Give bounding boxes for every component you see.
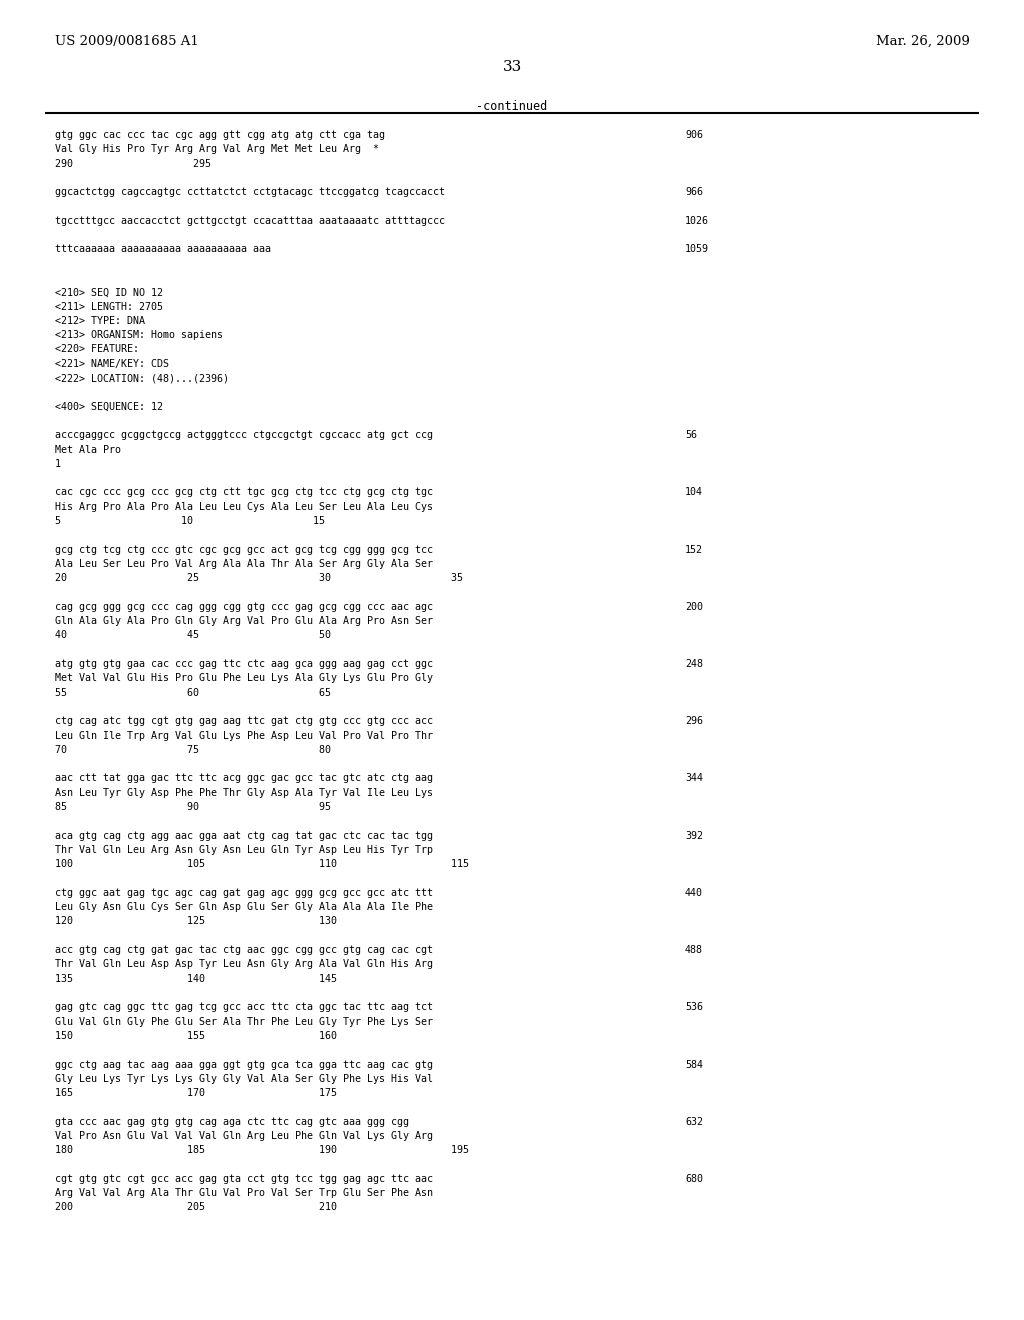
Text: gta ccc aac gag gtg gtg cag aga ctc ttc cag gtc aaa ggg cgg: gta ccc aac gag gtg gtg cag aga ctc ttc … — [55, 1117, 409, 1127]
Text: 152: 152 — [685, 545, 703, 554]
Text: Glu Val Gln Gly Phe Glu Ser Ala Thr Phe Leu Gly Tyr Phe Lys Ser: Glu Val Gln Gly Phe Glu Ser Ala Thr Phe … — [55, 1016, 433, 1027]
Text: 165                   170                   175: 165 170 175 — [55, 1088, 337, 1098]
Text: 85                    90                    95: 85 90 95 — [55, 803, 331, 812]
Text: Thr Val Gln Leu Asp Asp Tyr Leu Asn Gly Arg Ala Val Gln His Arg: Thr Val Gln Leu Asp Asp Tyr Leu Asn Gly … — [55, 960, 433, 969]
Text: tgcctttgcc aaccacctct gcttgcctgt ccacatttaa aaataaaatc attttagccc: tgcctttgcc aaccacctct gcttgcctgt ccacatt… — [55, 215, 445, 226]
Text: Met Ala Pro: Met Ala Pro — [55, 445, 121, 454]
Text: Val Gly His Pro Tyr Arg Arg Val Arg Met Met Leu Arg  *: Val Gly His Pro Tyr Arg Arg Val Arg Met … — [55, 144, 379, 154]
Text: aca gtg cag ctg agg aac gga aat ctg cag tat gac ctc cac tac tgg: aca gtg cag ctg agg aac gga aat ctg cag … — [55, 830, 433, 841]
Text: 680: 680 — [685, 1173, 703, 1184]
Text: 440: 440 — [685, 888, 703, 898]
Text: ctg cag atc tgg cgt gtg gag aag ttc gat ctg gtg ccc gtg ccc acc: ctg cag atc tgg cgt gtg gag aag ttc gat … — [55, 717, 433, 726]
Text: 150                   155                   160: 150 155 160 — [55, 1031, 337, 1041]
Text: 392: 392 — [685, 830, 703, 841]
Text: cac cgc ccc gcg ccc gcg ctg ctt tgc gcg ctg tcc ctg gcg ctg tgc: cac cgc ccc gcg ccc gcg ctg ctt tgc gcg … — [55, 487, 433, 498]
Text: 40                    45                    50: 40 45 50 — [55, 631, 331, 640]
Text: ggcactctgg cagccagtgc ccttatctct cctgtacagc ttccggatcg tcagccacct: ggcactctgg cagccagtgc ccttatctct cctgtac… — [55, 187, 445, 197]
Text: 200: 200 — [685, 602, 703, 612]
Text: Thr Val Gln Leu Arg Asn Gly Asn Leu Gln Tyr Asp Leu His Tyr Trp: Thr Val Gln Leu Arg Asn Gly Asn Leu Gln … — [55, 845, 433, 855]
Text: 536: 536 — [685, 1002, 703, 1012]
Text: 290                    295: 290 295 — [55, 158, 211, 169]
Text: 584: 584 — [685, 1060, 703, 1069]
Text: cgt gtg gtc cgt gcc acc gag gta cct gtg tcc tgg gag agc ttc aac: cgt gtg gtc cgt gcc acc gag gta cct gtg … — [55, 1173, 433, 1184]
Text: ggc ctg aag tac aag aaa gga ggt gtg gca tca gga ttc aag cac gtg: ggc ctg aag tac aag aaa gga ggt gtg gca … — [55, 1060, 433, 1069]
Text: 55                    60                    65: 55 60 65 — [55, 688, 331, 698]
Text: Asn Leu Tyr Gly Asp Phe Phe Thr Gly Asp Ala Tyr Val Ile Leu Lys: Asn Leu Tyr Gly Asp Phe Phe Thr Gly Asp … — [55, 788, 433, 797]
Text: Val Pro Asn Glu Val Val Val Gln Arg Leu Phe Gln Val Lys Gly Arg: Val Pro Asn Glu Val Val Val Gln Arg Leu … — [55, 1131, 433, 1140]
Text: 966: 966 — [685, 187, 703, 197]
Text: gag gtc cag ggc ttc gag tcg gcc acc ttc cta ggc tac ttc aag tct: gag gtc cag ggc ttc gag tcg gcc acc ttc … — [55, 1002, 433, 1012]
Text: 1: 1 — [55, 459, 61, 469]
Text: US 2009/0081685 A1: US 2009/0081685 A1 — [55, 36, 199, 48]
Text: 180                   185                   190                   195: 180 185 190 195 — [55, 1146, 469, 1155]
Text: Ala Leu Ser Leu Pro Val Arg Ala Ala Thr Ala Ser Arg Gly Ala Ser: Ala Leu Ser Leu Pro Val Arg Ala Ala Thr … — [55, 558, 433, 569]
Text: <212> TYPE: DNA: <212> TYPE: DNA — [55, 315, 145, 326]
Text: cag gcg ggg gcg ccc cag ggg cgg gtg ccc gag gcg cgg ccc aac agc: cag gcg ggg gcg ccc cag ggg cgg gtg ccc … — [55, 602, 433, 612]
Text: His Arg Pro Ala Pro Ala Leu Leu Cys Ala Leu Ser Leu Ala Leu Cys: His Arg Pro Ala Pro Ala Leu Leu Cys Ala … — [55, 502, 433, 512]
Text: acc gtg cag ctg gat gac tac ctg aac ggc cgg gcc gtg cag cac cgt: acc gtg cag ctg gat gac tac ctg aac ggc … — [55, 945, 433, 956]
Text: Leu Gln Ile Trp Arg Val Glu Lys Phe Asp Leu Val Pro Val Pro Thr: Leu Gln Ile Trp Arg Val Glu Lys Phe Asp … — [55, 730, 433, 741]
Text: 135                   140                   145: 135 140 145 — [55, 974, 337, 983]
Text: 200                   205                   210: 200 205 210 — [55, 1203, 337, 1213]
Text: 56: 56 — [685, 430, 697, 441]
Text: <222> LOCATION: (48)...(2396): <222> LOCATION: (48)...(2396) — [55, 374, 229, 383]
Text: gcg ctg tcg ctg ccc gtc cgc gcg gcc act gcg tcg cgg ggg gcg tcc: gcg ctg tcg ctg ccc gtc cgc gcg gcc act … — [55, 545, 433, 554]
Text: 906: 906 — [685, 129, 703, 140]
Text: Met Val Val Glu His Pro Glu Phe Leu Lys Ala Gly Lys Glu Pro Gly: Met Val Val Glu His Pro Glu Phe Leu Lys … — [55, 673, 433, 684]
Text: Gln Ala Gly Ala Pro Gln Gly Arg Val Pro Glu Ala Arg Pro Asn Ser: Gln Ala Gly Ala Pro Gln Gly Arg Val Pro … — [55, 616, 433, 626]
Text: 1059: 1059 — [685, 244, 709, 255]
Text: tttcaaaaaa aaaaaaaaaa aaaaaaaaaa aaa: tttcaaaaaa aaaaaaaaaa aaaaaaaaaa aaa — [55, 244, 271, 255]
Text: 488: 488 — [685, 945, 703, 956]
Text: 20                    25                    30                    35: 20 25 30 35 — [55, 573, 463, 583]
Text: 104: 104 — [685, 487, 703, 498]
Text: 70                    75                    80: 70 75 80 — [55, 744, 331, 755]
Text: Arg Val Val Arg Ala Thr Glu Val Pro Val Ser Trp Glu Ser Phe Asn: Arg Val Val Arg Ala Thr Glu Val Pro Val … — [55, 1188, 433, 1199]
Text: Mar. 26, 2009: Mar. 26, 2009 — [877, 36, 970, 48]
Text: <213> ORGANISM: Homo sapiens: <213> ORGANISM: Homo sapiens — [55, 330, 223, 341]
Text: <210> SEQ ID NO 12: <210> SEQ ID NO 12 — [55, 288, 163, 297]
Text: -continued: -continued — [476, 100, 548, 114]
Text: <211> LENGTH: 2705: <211> LENGTH: 2705 — [55, 301, 163, 312]
Text: aac ctt tat gga gac ttc ttc acg ggc gac gcc tac gtc atc ctg aag: aac ctt tat gga gac ttc ttc acg ggc gac … — [55, 774, 433, 784]
Text: ctg ggc aat gag tgc agc cag gat gag agc ggg gcg gcc gcc atc ttt: ctg ggc aat gag tgc agc cag gat gag agc … — [55, 888, 433, 898]
Text: 248: 248 — [685, 659, 703, 669]
Text: 296: 296 — [685, 717, 703, 726]
Text: gtg ggc cac ccc tac cgc agg gtt cgg atg atg ctt cga tag: gtg ggc cac ccc tac cgc agg gtt cgg atg … — [55, 129, 385, 140]
Text: acccgaggcc gcggctgccg actgggtccc ctgccgctgt cgccacc atg gct ccg: acccgaggcc gcggctgccg actgggtccc ctgccgc… — [55, 430, 433, 441]
Text: Gly Leu Lys Tyr Lys Lys Gly Gly Val Ala Ser Gly Phe Lys His Val: Gly Leu Lys Tyr Lys Lys Gly Gly Val Ala … — [55, 1073, 433, 1084]
Text: 100                   105                   110                   115: 100 105 110 115 — [55, 859, 469, 870]
Text: <220> FEATURE:: <220> FEATURE: — [55, 345, 139, 355]
Text: <400> SEQUENCE: 12: <400> SEQUENCE: 12 — [55, 401, 163, 412]
Text: atg gtg gtg gaa cac ccc gag ttc ctc aag gca ggg aag gag cct ggc: atg gtg gtg gaa cac ccc gag ttc ctc aag … — [55, 659, 433, 669]
Text: 632: 632 — [685, 1117, 703, 1127]
Text: 120                   125                   130: 120 125 130 — [55, 916, 337, 927]
Text: 5                    10                    15: 5 10 15 — [55, 516, 325, 527]
Text: Leu Gly Asn Glu Cys Ser Gln Asp Glu Ser Gly Ala Ala Ala Ile Phe: Leu Gly Asn Glu Cys Ser Gln Asp Glu Ser … — [55, 902, 433, 912]
Text: 33: 33 — [503, 59, 521, 74]
Text: <221> NAME/KEY: CDS: <221> NAME/KEY: CDS — [55, 359, 169, 368]
Text: 1026: 1026 — [685, 215, 709, 226]
Text: 344: 344 — [685, 774, 703, 784]
